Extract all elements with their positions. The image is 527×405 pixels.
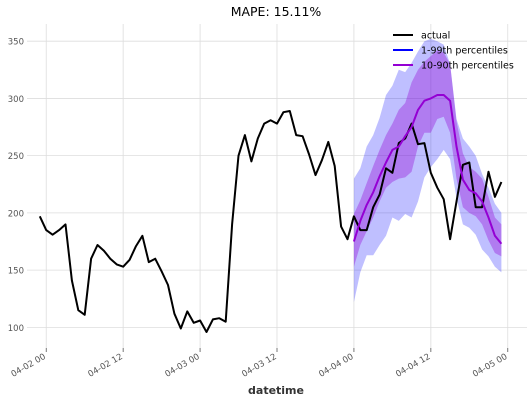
y-tick-label: 250 [8, 152, 24, 162]
band-10-90th-percentiles [353, 50, 502, 267]
series-lines [38, 94, 503, 333]
legend-label: 10-90th percentiles [421, 61, 514, 72]
legend: actual 1-99th percentiles 10-90th percenti… [393, 31, 514, 72]
percentile-bands [353, 38, 502, 303]
grid-lines [27, 24, 527, 348]
legend-label: actual [421, 31, 450, 42]
y-tick-label: 150 [8, 267, 24, 277]
legend-label: 1-99th percentiles [421, 46, 508, 57]
y-tick-label: 350 [8, 38, 24, 48]
x-axis-label: datetime [248, 384, 304, 397]
band-1-99th-percentiles [353, 38, 502, 303]
series-line-actual [38, 110, 503, 333]
y-tick-label: 300 [8, 95, 24, 105]
series-line-median [352, 94, 503, 245]
chart-title: MAPE: 15.11% [231, 4, 322, 19]
y-axis: 100 150 200 250 300 350 [8, 38, 24, 334]
y-tick-label: 100 [8, 324, 24, 334]
y-tick-label: 200 [8, 209, 24, 219]
